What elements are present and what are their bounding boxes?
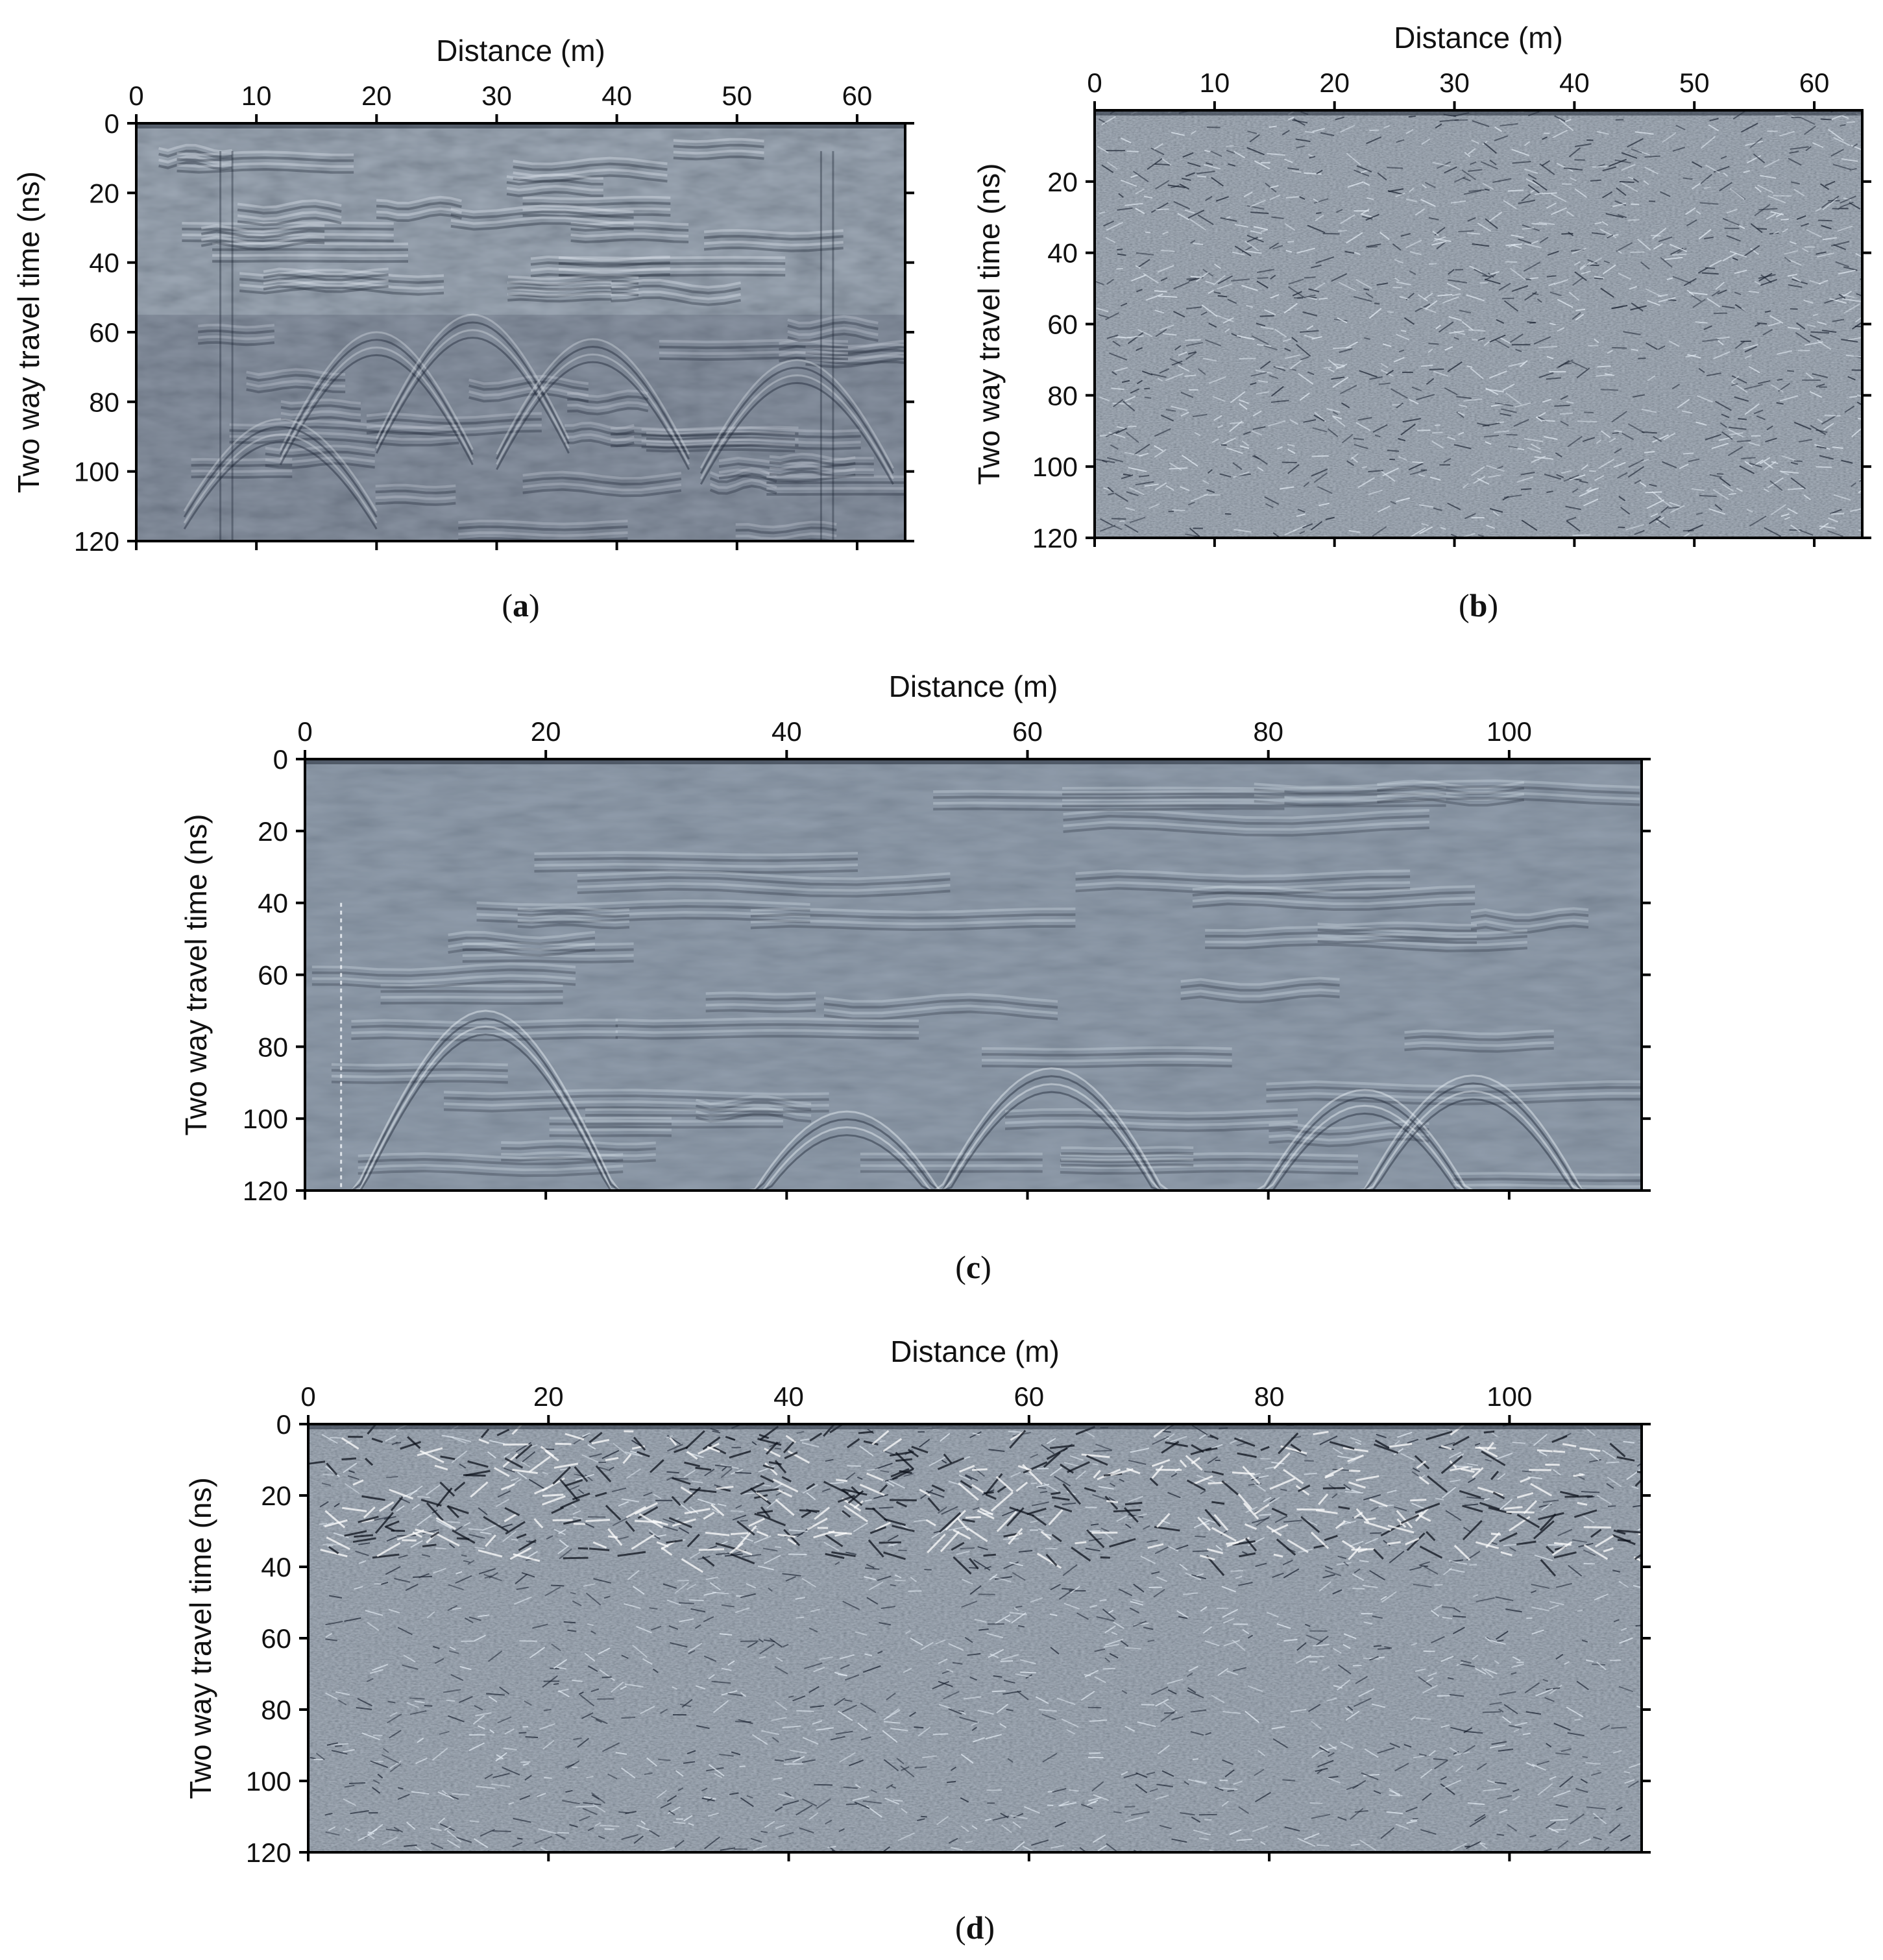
panel-a: 0 10 20 30 40 50 60 0 20 40 60 80 100 120 Distance (m)… [12,34,914,623]
caption-letter: b [1470,587,1488,623]
caption-open: ( [502,587,513,623]
radargram-texture [136,123,905,541]
y-tick-label: 100 [74,457,119,487]
y-tick-label: 20 [261,1481,291,1511]
x-tick-label: 30 [1439,67,1470,98]
y-tick-label: 80 [258,1032,288,1062]
y-tick-label: 40 [89,248,119,278]
y-tick-label: 60 [258,960,288,991]
y-tick-label: 120 [243,1176,288,1206]
panel-caption: (b) [1459,587,1498,623]
x-axis-title: Distance (m) [890,1335,1060,1368]
x-tick-label: 60 [1014,1381,1044,1412]
x-tick-label: 100 [1487,716,1532,747]
y-tick-label: 20 [258,816,288,847]
caption-close: ) [984,1909,995,1946]
y-axis-title: Two way travel time (ns) [179,814,213,1136]
x-tick-label: 40 [773,1381,804,1412]
x-tick-label: 80 [1253,716,1283,747]
y-axis-title: Two way travel time (ns) [972,163,1006,485]
x-tick-label: 20 [531,716,561,747]
x-tick-label: 20 [1319,67,1350,98]
caption-open: ( [955,1249,966,1285]
y-tick-label: 60 [261,1623,291,1654]
y-tick-label: 40 [258,888,288,919]
radargram-c [305,759,1642,1191]
y-tick-label: 120 [246,1837,291,1868]
x-tick-label: 40 [601,80,632,111]
caption-letter: c [966,1249,980,1285]
x-tick-label: 30 [481,80,512,111]
x-tick-label: 60 [1012,716,1043,747]
y-axis-title: Two way travel time (ns) [184,1477,217,1799]
y-tick-label: 20 [1047,167,1078,197]
radargram-texture [308,1424,1642,1852]
radargram-d [308,1424,1642,1852]
caption-open: ( [955,1909,966,1946]
y-tick-label: 60 [1047,309,1078,340]
y-tick-label: 100 [1032,452,1078,482]
y-tick-label: 40 [1047,238,1078,269]
y-axis-title: Two way travel time (ns) [12,171,45,493]
x-axis-title: Distance (m) [889,670,1058,703]
caption-open: ( [1459,587,1470,623]
reflection-traces [308,1424,1642,1852]
y-tick-label: 0 [276,1409,291,1440]
reflection-traces [305,759,1642,1191]
caption-letter: d [966,1909,984,1946]
y-tick-label: 120 [1032,523,1078,553]
x-tick-label: 50 [722,80,752,111]
x-tick-label: 60 [842,80,873,111]
x-tick-label: 50 [1679,67,1710,98]
panel-caption: (d) [955,1909,995,1946]
radargram-texture [1095,110,1862,538]
x-tick-label: 20 [533,1381,564,1412]
y-tick-label: 60 [89,317,119,348]
caption-close: ) [529,587,540,623]
x-tick-label: 100 [1487,1381,1532,1412]
panel-caption: (a) [502,587,539,623]
reflection-traces [1095,110,1862,538]
radargram-a [136,123,905,541]
x-tick-label: 20 [361,80,392,111]
x-tick-label: 60 [1799,67,1830,98]
x-tick-label: 10 [241,80,272,111]
caption-close: ) [980,1249,991,1285]
x-tick-label: 80 [1254,1381,1285,1412]
y-tick-label: 80 [89,387,119,417]
caption-close: ) [1487,587,1498,623]
x-axis-title: Distance (m) [436,34,605,67]
y-tick-label: 80 [261,1695,291,1725]
radargram-b [1095,110,1862,538]
reflection-traces [136,123,905,541]
caption-letter: a [513,587,529,623]
x-tick-label: 40 [1559,67,1590,98]
y-tick-label: 80 [1047,380,1078,411]
x-axis-title: Distance (m) [1394,21,1563,54]
panel-caption: (c) [955,1249,991,1285]
x-tick-label: 10 [1199,67,1230,98]
y-tick-label: 40 [261,1552,291,1582]
y-tick-label: 100 [246,1766,291,1797]
panel-c: 0 20 40 60 80 100 0 20 40 60 80 100 120 Distance (m) T… [179,670,1651,1285]
y-tick-label: 100 [243,1104,288,1134]
x-tick-label: 0 [297,716,312,747]
radargram-texture [305,759,1642,1191]
x-tick-label: 40 [771,716,802,747]
y-tick-label: 120 [74,526,119,557]
x-tick-label: 0 [300,1381,315,1412]
x-tick-label: 0 [128,80,143,111]
panel-d: 0 20 40 60 80 100 0 20 40 60 80 100 120 Distance (m) T… [184,1335,1651,1946]
x-tick-label: 0 [1087,67,1102,98]
y-tick-label: 20 [89,178,119,208]
panel-b: 0 10 20 30 40 50 60 20 40 60 80 100 120 Distance (m) T… [972,21,1871,623]
y-tick-label: 0 [273,744,288,775]
y-tick-label: 0 [104,108,119,139]
